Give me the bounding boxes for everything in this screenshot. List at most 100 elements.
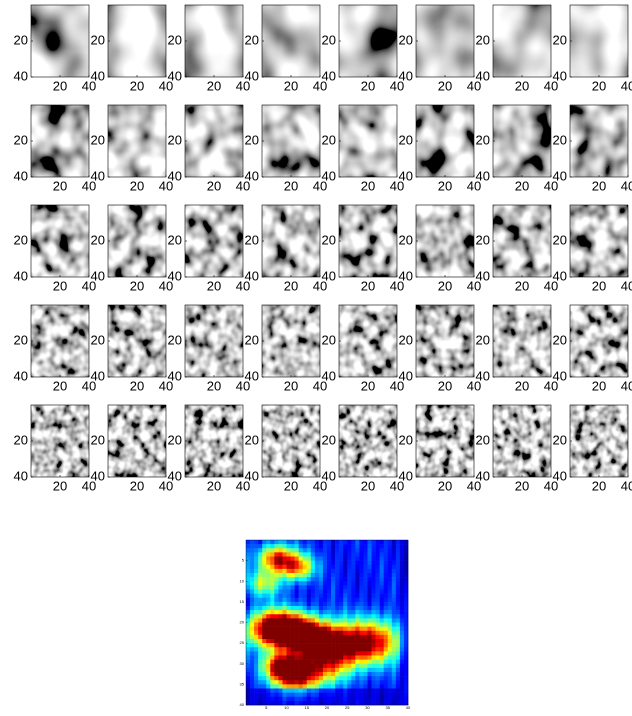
heatmap-cell	[363, 635, 367, 639]
heatmap-cell	[368, 668, 372, 672]
panel-image	[416, 305, 474, 377]
heatmap-cell	[331, 548, 335, 552]
heatmap-cell	[299, 565, 303, 569]
y-tick-label: 20	[245, 132, 259, 147]
heatmap-cell	[266, 565, 270, 569]
heatmap-cell	[258, 618, 262, 622]
heatmap-cell	[368, 610, 372, 614]
heatmap-cell	[376, 635, 380, 639]
x-tick-label: 20	[284, 78, 298, 93]
heatmap-cell	[376, 672, 380, 676]
heatmap-cell	[258, 701, 262, 705]
heatmap-cell	[250, 676, 254, 680]
heatmap-cell	[384, 565, 388, 569]
heatmap-cell	[262, 614, 266, 618]
heatmap-cell	[250, 614, 254, 618]
heatmap-cell	[355, 701, 359, 705]
heatmap-cell	[254, 602, 258, 606]
heatmap-cell	[246, 623, 250, 627]
heatmap-cell	[404, 548, 408, 552]
heatmap-cell	[254, 573, 258, 577]
heatmap-cell	[278, 627, 282, 631]
heatmap-cell	[303, 684, 307, 688]
x-tick-label: 20	[284, 478, 298, 493]
heatmap-cell	[351, 668, 355, 672]
heatmap-cell	[295, 623, 299, 627]
heatmap-cell	[347, 643, 351, 647]
heatmap-cell	[392, 647, 396, 651]
heatmap-cell	[278, 598, 282, 602]
heatmap-cell	[287, 639, 291, 643]
heatmap-cell	[250, 590, 254, 594]
heatmap-cell	[372, 627, 376, 631]
x-tick-label: 20	[207, 78, 221, 93]
heatmap-cell	[355, 602, 359, 606]
heatmap-cell	[380, 635, 384, 639]
heatmap-cell	[250, 623, 254, 627]
heatmap-cell	[335, 668, 339, 672]
heatmap-cell	[396, 639, 400, 643]
heatmap-cell	[278, 623, 282, 627]
heatmap-cell	[372, 660, 376, 664]
heatmap-cell	[372, 672, 376, 676]
heatmap-cell	[250, 701, 254, 705]
heatmap-cell	[246, 561, 250, 565]
heatmap-cell	[380, 631, 384, 635]
heatmap-cell	[351, 684, 355, 688]
heatmap-cell	[295, 573, 299, 577]
heatmap-cell	[392, 651, 396, 655]
heatmap-cell	[282, 631, 286, 635]
heatmap-cell	[388, 594, 392, 598]
heatmap-cell	[359, 540, 363, 544]
heatmap-cell	[274, 565, 278, 569]
heatmap-cell	[303, 573, 307, 577]
heatmap-cell	[327, 668, 331, 672]
heatmap-cell	[250, 647, 254, 651]
heatmap-cell	[368, 660, 372, 664]
heatmap-cell	[396, 664, 400, 668]
heatmap-cell	[254, 668, 258, 672]
y-tick-label: 20	[168, 332, 182, 347]
heatmap-cell	[359, 684, 363, 688]
heatmap-cell	[299, 598, 303, 602]
y-tick-label: 20	[553, 132, 567, 147]
heatmap-cell	[303, 569, 307, 573]
heatmap-cell	[355, 693, 359, 697]
heatmap-cell	[396, 548, 400, 552]
heatmap-cell	[250, 581, 254, 585]
heatmap-cell	[266, 680, 270, 684]
heatmap-cell	[380, 660, 384, 664]
heatmap-cell	[384, 635, 388, 639]
heatmap-cell	[392, 569, 396, 573]
heatmap-cell	[282, 594, 286, 598]
heatmap-cell	[347, 639, 351, 643]
heatmap-cell	[380, 697, 384, 701]
heatmap-cell	[319, 684, 323, 688]
heatmap-cell	[291, 651, 295, 655]
heatmap-cell	[376, 614, 380, 618]
heatmap-cell	[262, 573, 266, 577]
heatmap-cell	[331, 569, 335, 573]
heatmap-cell	[291, 656, 295, 660]
heatmap-cell	[303, 672, 307, 676]
heatmap-cell	[392, 573, 396, 577]
heatmap-cell	[396, 676, 400, 680]
heatmap-cell	[327, 581, 331, 585]
heatmap-cell	[291, 668, 295, 672]
heatmap-cell	[404, 614, 408, 618]
x-tick-label: 20	[361, 178, 375, 193]
heatmap-cell	[400, 672, 404, 676]
heatmap-cell	[392, 701, 396, 705]
heatmap-cell	[262, 647, 266, 651]
y-tick-label: 20	[14, 32, 28, 47]
heatmap-cell	[262, 544, 266, 548]
heatmap-cell	[311, 697, 315, 701]
heatmap-cell	[319, 573, 323, 577]
heatmap-cell	[311, 618, 315, 622]
heatmap-cell	[295, 548, 299, 552]
heatmap-cell	[372, 668, 376, 672]
y-tick-label: 40	[168, 268, 182, 283]
heatmap-cell	[359, 552, 363, 556]
heatmap-cell	[307, 573, 311, 577]
heatmap-cell	[392, 643, 396, 647]
